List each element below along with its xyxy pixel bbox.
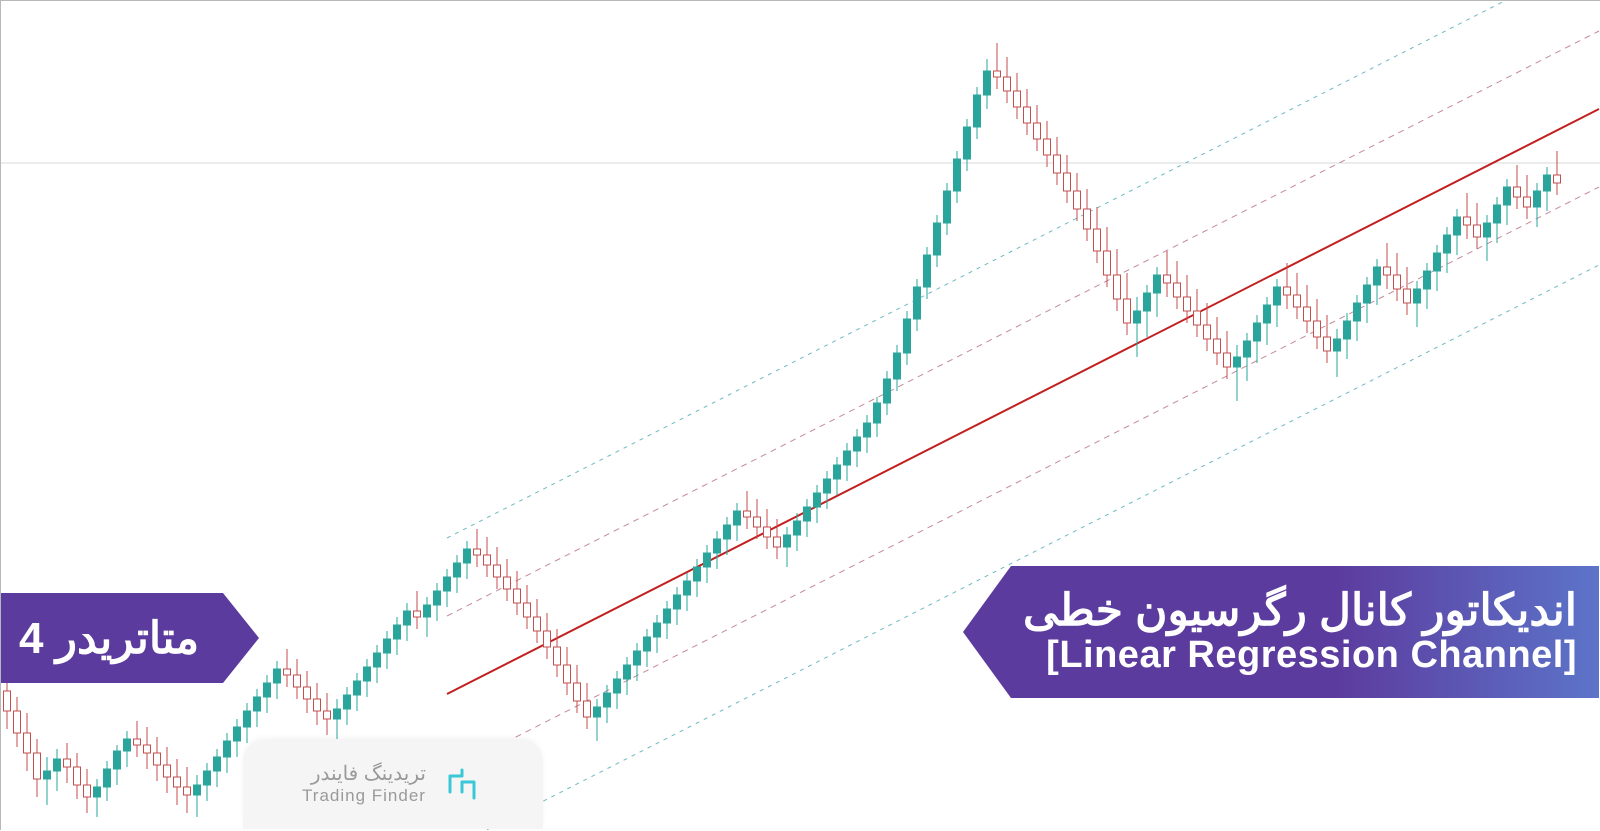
watermark: تریدینگ فایندر Trading Finder [243, 739, 543, 829]
watermark-en: Trading Finder [302, 786, 426, 806]
banner-right: اندیکاتور کانال رگرسیون خطی [Linear Regr… [963, 566, 1599, 698]
banner-right-line2: [Linear Regression Channel] [1046, 635, 1577, 677]
chart-window[interactable]: ▼ USDJPY,H1 152.250 152.354 152.182 152.… [0, 0, 1600, 830]
banner-left-text: متاتریدر 4 [19, 613, 199, 664]
banner-right-line1: اندیکاتور کانال رگرسیون خطی [1023, 587, 1577, 635]
banner-right-arrow [963, 566, 1011, 698]
banner-left: متاتریدر 4 [1, 593, 259, 683]
watermark-fa: تریدینگ فایندر [311, 762, 426, 786]
price-chart[interactable] [1, 1, 1600, 831]
banner-left-arrow [223, 593, 259, 683]
watermark-logo-icon [440, 762, 484, 806]
